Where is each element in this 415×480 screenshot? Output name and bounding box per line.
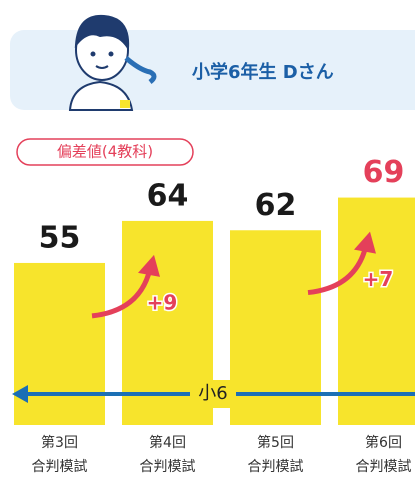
x-tick-label: 第6回	[365, 434, 402, 451]
x-tick-label: 合判模試	[248, 459, 304, 475]
value-label: 55	[39, 220, 81, 255]
bar	[338, 198, 415, 425]
growth-label: +9	[147, 290, 178, 314]
header-title: 小学6年生 Dさん	[192, 61, 334, 83]
x-tick-label: 合判模試	[140, 459, 196, 475]
badge: 偏差値(4教科)	[57, 143, 153, 161]
value-label: 69	[363, 155, 405, 190]
period-label: 小6	[198, 383, 227, 404]
value-label: 64	[147, 178, 189, 213]
x-tick-label: 合判模試	[32, 459, 88, 475]
x-tick-label: 合判模試	[356, 459, 412, 475]
value-label: 62	[255, 188, 297, 223]
x-tick-label: 第4回	[149, 434, 186, 451]
growth-label: +7	[363, 267, 394, 291]
x-tick-label: 第5回	[257, 434, 294, 451]
x-tick-label: 第3回	[41, 434, 78, 451]
chart: 小学6年生 Dさん 偏差値(4教科) 55 第3回合判模試 64 第4回合判模試 62 第…	[0, 0, 415, 480]
